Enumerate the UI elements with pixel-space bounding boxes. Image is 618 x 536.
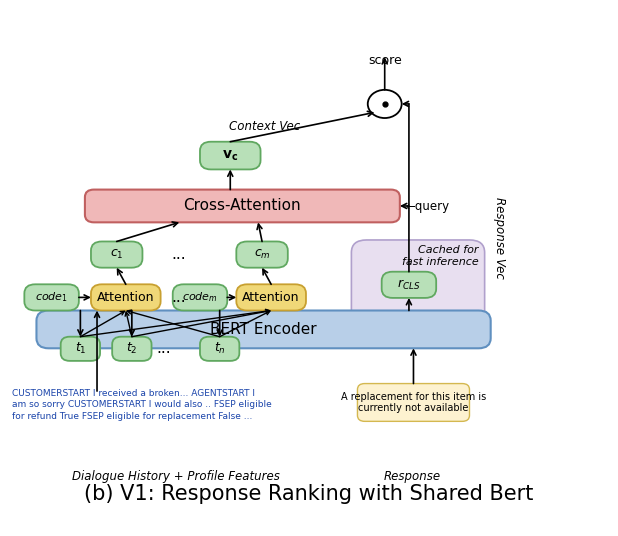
FancyBboxPatch shape bbox=[85, 190, 400, 222]
Text: BERT Encoder: BERT Encoder bbox=[210, 322, 317, 337]
Text: Context Vec: Context Vec bbox=[229, 120, 300, 133]
Text: (b) V1: Response Ranking with Shared Bert: (b) V1: Response Ranking with Shared Ber… bbox=[84, 485, 534, 504]
Text: $t_1$: $t_1$ bbox=[75, 341, 86, 356]
Text: Dialogue History + Profile Features: Dialogue History + Profile Features bbox=[72, 470, 280, 483]
Text: $r_{CLS}$: $r_{CLS}$ bbox=[397, 278, 421, 292]
Text: $t_n$: $t_n$ bbox=[214, 341, 226, 356]
FancyBboxPatch shape bbox=[91, 284, 161, 310]
FancyBboxPatch shape bbox=[382, 272, 436, 298]
Text: score: score bbox=[368, 54, 402, 67]
Text: $\mathbf{v_c}$: $\mathbf{v_c}$ bbox=[222, 148, 239, 163]
FancyBboxPatch shape bbox=[36, 310, 491, 348]
FancyBboxPatch shape bbox=[236, 284, 306, 310]
FancyBboxPatch shape bbox=[112, 337, 151, 361]
Text: A replacement for this item is
currently not available: A replacement for this item is currently… bbox=[341, 392, 486, 413]
Text: Attention: Attention bbox=[242, 291, 300, 304]
FancyBboxPatch shape bbox=[236, 242, 288, 267]
Text: Cross-Attention: Cross-Attention bbox=[184, 198, 301, 213]
FancyBboxPatch shape bbox=[173, 284, 227, 310]
Text: Response Vec: Response Vec bbox=[493, 197, 506, 278]
Text: Cached for
fast inference: Cached for fast inference bbox=[402, 245, 478, 266]
Text: $c_m$: $c_m$ bbox=[253, 248, 271, 261]
Text: ←query: ←query bbox=[406, 200, 450, 213]
Text: Attention: Attention bbox=[97, 291, 154, 304]
Text: Response: Response bbox=[383, 470, 441, 483]
FancyBboxPatch shape bbox=[24, 284, 79, 310]
FancyBboxPatch shape bbox=[200, 337, 239, 361]
Text: $code_1$: $code_1$ bbox=[35, 291, 68, 304]
Text: ...: ... bbox=[156, 341, 171, 356]
FancyBboxPatch shape bbox=[352, 240, 485, 328]
Text: CUSTOMERSTART I received a broken... AGENTSTART I
am so sorry CUSTOMERSTART I wo: CUSTOMERSTART I received a broken... AGE… bbox=[12, 389, 272, 421]
Text: $code_m$: $code_m$ bbox=[182, 291, 218, 304]
Text: ...: ... bbox=[171, 247, 186, 262]
FancyBboxPatch shape bbox=[200, 142, 261, 169]
FancyBboxPatch shape bbox=[91, 242, 143, 267]
Text: $c_1$: $c_1$ bbox=[110, 248, 124, 261]
Text: ...: ... bbox=[171, 290, 186, 305]
Text: $t_2$: $t_2$ bbox=[126, 341, 138, 356]
FancyBboxPatch shape bbox=[357, 384, 470, 421]
FancyBboxPatch shape bbox=[61, 337, 100, 361]
